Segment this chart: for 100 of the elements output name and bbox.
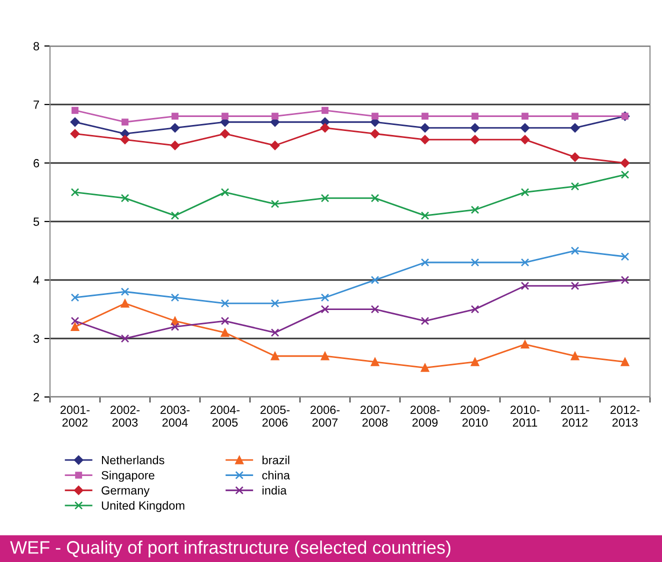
legend-label: brazil bbox=[262, 456, 290, 464]
point bbox=[220, 316, 230, 326]
text: WEF - Quality of port infrastructure (selected countries) bbox=[10, 540, 450, 558]
point bbox=[272, 112, 278, 120]
point bbox=[520, 123, 530, 133]
point bbox=[320, 123, 330, 133]
point bbox=[370, 129, 380, 138]
point bbox=[470, 358, 480, 366]
point bbox=[520, 282, 530, 290]
point bbox=[420, 258, 430, 267]
x-tick-label: 2006- 2007 bbox=[310, 406, 340, 427]
legend-label: Netherlands bbox=[102, 456, 164, 464]
point bbox=[372, 112, 378, 120]
y-tick-label: 6 bbox=[34, 159, 40, 168]
point bbox=[420, 134, 430, 144]
point bbox=[620, 252, 630, 261]
point bbox=[570, 123, 580, 133]
point bbox=[620, 358, 630, 366]
point bbox=[420, 364, 430, 372]
x-tick-label: 2012- 2013 bbox=[610, 406, 640, 427]
point bbox=[420, 316, 430, 326]
point bbox=[72, 106, 78, 114]
legend-label: china bbox=[262, 470, 290, 480]
legend-label: Germany bbox=[102, 486, 150, 497]
point bbox=[170, 293, 180, 302]
x-tick-label: 2001- 2002 bbox=[60, 406, 90, 427]
point bbox=[70, 188, 80, 196]
point bbox=[320, 293, 330, 302]
point bbox=[470, 123, 480, 133]
point bbox=[70, 316, 80, 326]
point bbox=[270, 200, 280, 208]
legend-label: United Kingdom bbox=[102, 501, 184, 512]
point bbox=[420, 211, 430, 220]
x-tick-label: 2002- 2003 bbox=[110, 406, 140, 427]
x-tick-label: 2008- 2009 bbox=[410, 406, 440, 427]
y-tick-label: 7 bbox=[34, 100, 39, 109]
legend-label: india bbox=[262, 486, 287, 495]
point bbox=[570, 152, 580, 162]
y-tick-label: 4 bbox=[33, 276, 40, 284]
point bbox=[120, 134, 130, 144]
x-tick-label: 2003- 2004 bbox=[160, 406, 190, 427]
point bbox=[120, 288, 130, 296]
point bbox=[570, 282, 580, 290]
point bbox=[70, 322, 80, 331]
point bbox=[522, 112, 528, 120]
point bbox=[220, 188, 230, 196]
point bbox=[220, 328, 230, 337]
point bbox=[572, 112, 578, 120]
point bbox=[170, 123, 180, 133]
x-tick-label: 2010- 2011 bbox=[510, 406, 540, 427]
point bbox=[220, 129, 230, 138]
point bbox=[520, 258, 530, 267]
point bbox=[70, 117, 80, 127]
point bbox=[270, 140, 280, 150]
point bbox=[222, 112, 228, 120]
x-tick-label: 2005- 2006 bbox=[260, 406, 290, 427]
point bbox=[270, 352, 280, 360]
point bbox=[220, 299, 230, 308]
point bbox=[420, 123, 430, 133]
y-tick-label: 3 bbox=[33, 334, 40, 343]
point bbox=[122, 118, 128, 126]
point bbox=[520, 134, 530, 144]
point bbox=[470, 134, 480, 144]
point bbox=[70, 293, 80, 302]
point bbox=[520, 188, 530, 196]
x-tick-label: 2007- 2008 bbox=[360, 406, 390, 427]
point bbox=[170, 140, 180, 150]
point bbox=[520, 340, 530, 349]
point bbox=[370, 194, 380, 202]
point bbox=[170, 211, 180, 220]
x-tick-label: 2004- 2005 bbox=[210, 406, 240, 427]
point bbox=[470, 206, 480, 214]
point bbox=[470, 305, 480, 314]
point bbox=[470, 258, 480, 267]
point bbox=[472, 112, 478, 120]
point bbox=[620, 276, 630, 284]
point bbox=[322, 106, 328, 114]
point bbox=[120, 299, 130, 308]
point bbox=[570, 182, 580, 191]
point bbox=[620, 158, 630, 168]
y-tick-label: 5 bbox=[33, 218, 40, 226]
point bbox=[120, 334, 130, 343]
point bbox=[320, 352, 330, 360]
point bbox=[270, 328, 280, 337]
legend-label: Singapore bbox=[102, 470, 154, 482]
point bbox=[422, 112, 428, 120]
x-tick-label: 2009- 2010 bbox=[460, 406, 490, 427]
point bbox=[120, 194, 130, 202]
point bbox=[570, 352, 580, 360]
y-tick-label: 8 bbox=[34, 42, 40, 50]
point bbox=[570, 246, 580, 255]
point bbox=[370, 358, 380, 366]
point bbox=[620, 170, 630, 179]
point bbox=[370, 305, 380, 314]
point bbox=[320, 305, 330, 314]
point bbox=[172, 112, 178, 120]
point bbox=[370, 276, 380, 284]
point bbox=[320, 194, 330, 202]
point bbox=[270, 299, 280, 308]
point bbox=[170, 322, 180, 331]
